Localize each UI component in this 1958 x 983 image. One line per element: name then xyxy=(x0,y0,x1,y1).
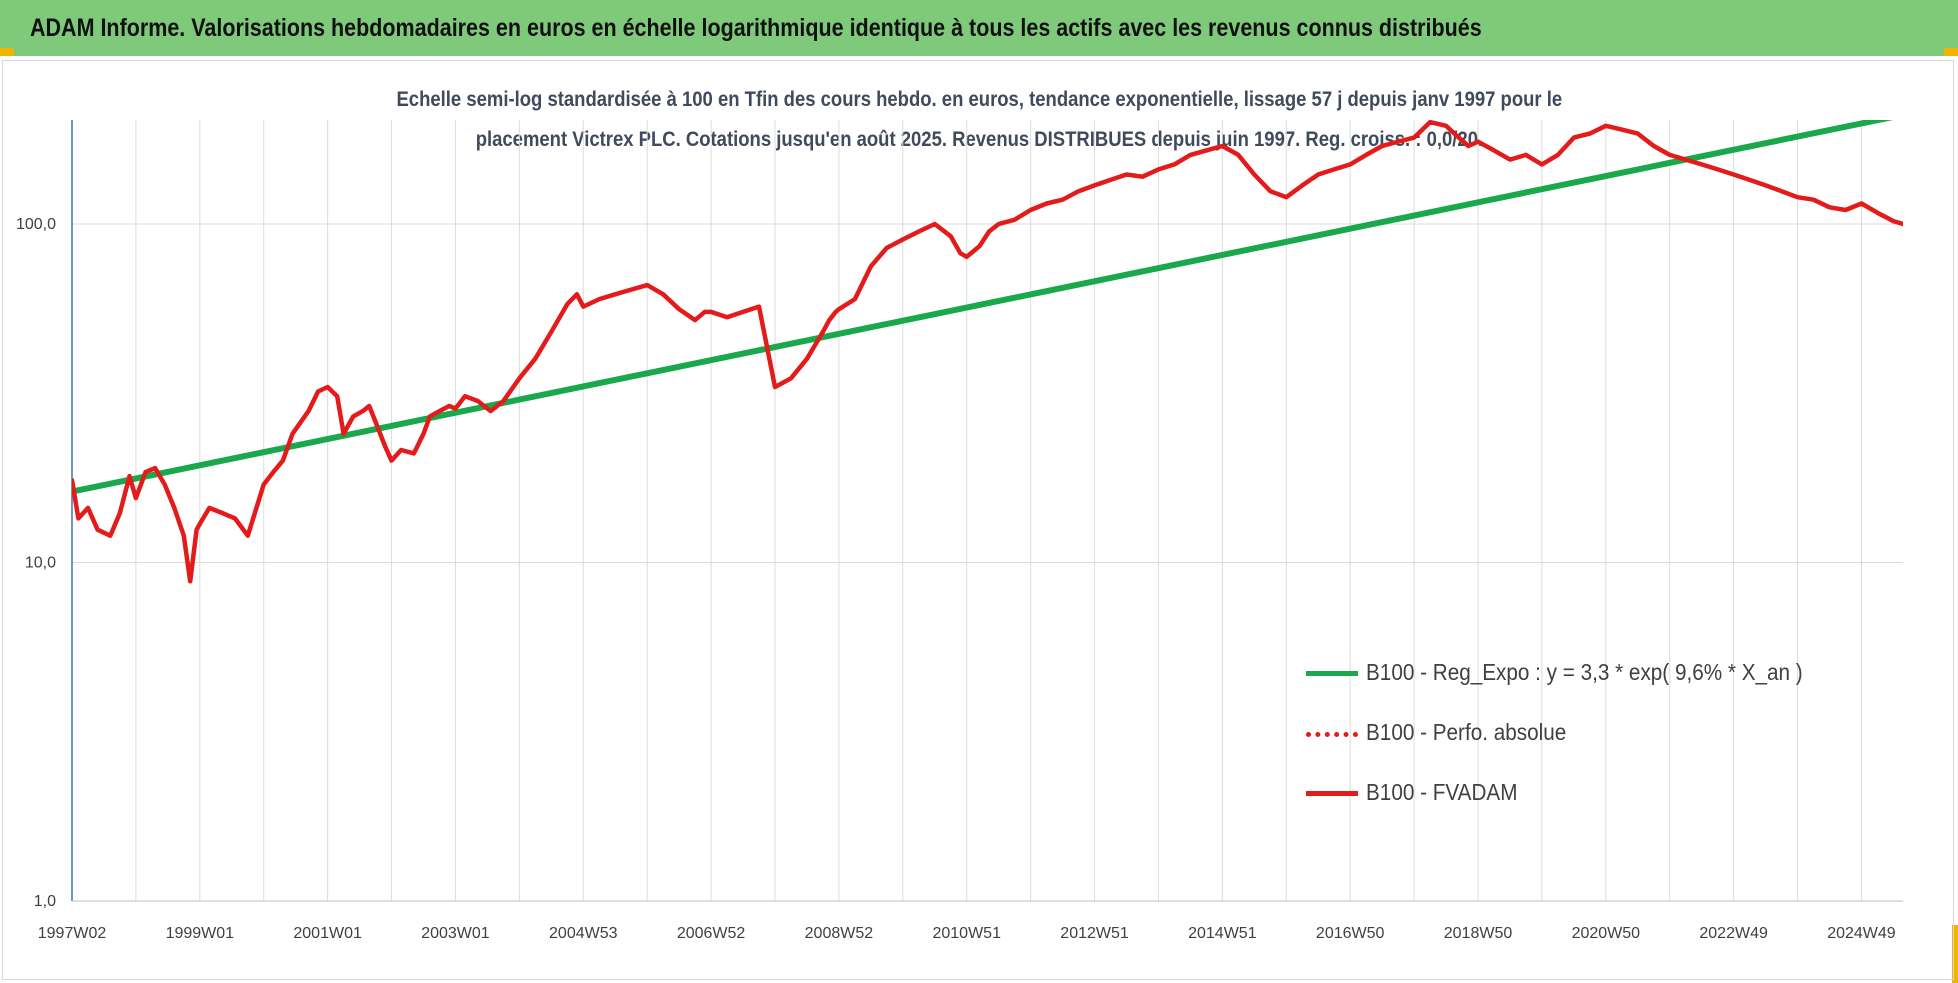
report-title: ADAM Informe. Valorisations hebdomadaire… xyxy=(30,14,1482,42)
axes xyxy=(71,120,1903,902)
x-tick-label: 2014W51 xyxy=(1188,925,1257,942)
x-tick-label: 2018W50 xyxy=(1444,925,1513,942)
chart-title-line-2-text: placement Victrex PLC. Cotations jusqu'e… xyxy=(475,128,1483,151)
title-bar: ADAM Informe. Valorisations hebdomadaire… xyxy=(0,0,1958,56)
chart-title-line-1-text: Echelle semi-log standardisée à 100 en T… xyxy=(396,88,1562,111)
legend-swatch-fvadam xyxy=(1306,791,1358,796)
legend-label-fvadam: B100 - FVADAM xyxy=(1366,779,1518,805)
legend-label-reg-expo: B100 - Reg_Expo : y = 3,3 * exp( 9,6% * … xyxy=(1366,659,1803,685)
x-tick-label: 2020W50 xyxy=(1572,925,1641,942)
chart-frame xyxy=(2,60,1954,980)
series xyxy=(72,120,1903,584)
chart-title-line-1: Echelle semi-log standardisée à 100 en T… xyxy=(0,84,1958,116)
x-tick-label: 2022W49 xyxy=(1699,925,1768,942)
y-tick-label: 1,0 xyxy=(34,893,56,910)
y-tick-label: 100,0 xyxy=(16,216,56,233)
x-tick-label: 2016W50 xyxy=(1316,925,1385,942)
x-tick-label: 2004W53 xyxy=(549,925,618,942)
y-tick-label: 10,0 xyxy=(25,555,56,572)
legend-label-perfo-absolue: B100 - Perfo. absolue xyxy=(1366,719,1567,745)
chart-title-line-2: placement Victrex PLC. Cotations jusqu'e… xyxy=(0,124,1958,156)
x-tick-label: 1999W01 xyxy=(166,925,235,942)
x-tick-label: 2003W01 xyxy=(421,925,490,942)
series-line-reg-expo xyxy=(72,120,1894,495)
x-tick-label: 2001W01 xyxy=(293,925,362,942)
legend-swatch-reg-expo xyxy=(1306,671,1358,676)
x-tick-label: 2006W52 xyxy=(677,925,746,942)
x-tick-label: 2012W51 xyxy=(1060,925,1129,942)
corner-marker-top-right xyxy=(1944,48,1958,56)
x-tick-label: 1997W02 xyxy=(38,925,107,942)
x-tick-label: 2024W49 xyxy=(1827,925,1896,942)
corner-marker-top-left xyxy=(0,48,14,56)
corner-marker-bottom-right xyxy=(1952,925,1958,983)
x-tick-label: 2010W51 xyxy=(932,925,1001,942)
tick-labels: 1,0 10,0 100,0 1997W02 1999W01 2001W01 2003W01… xyxy=(16,216,1896,942)
x-tick-label: 2008W52 xyxy=(805,925,874,942)
series-line-fvadam xyxy=(72,120,1903,584)
legend-swatch-perfo-absolue xyxy=(1306,732,1358,737)
